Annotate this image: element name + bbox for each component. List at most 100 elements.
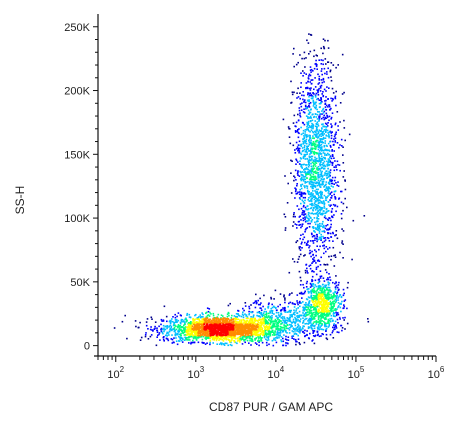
data-point <box>274 339 277 341</box>
data-point <box>308 169 311 172</box>
data-point <box>229 302 231 305</box>
data-point <box>201 328 203 331</box>
data-point <box>325 130 327 132</box>
data-point <box>289 293 291 295</box>
data-point <box>213 339 215 341</box>
data-point <box>315 285 318 288</box>
data-point <box>158 333 160 336</box>
data-point <box>249 328 252 330</box>
data-point <box>311 142 313 145</box>
data-point <box>280 316 283 319</box>
data-point <box>257 340 259 342</box>
data-point <box>302 292 305 295</box>
data-point <box>325 300 327 302</box>
data-point <box>321 180 324 183</box>
data-point <box>323 286 325 288</box>
data-point <box>314 161 317 164</box>
data-point <box>295 308 298 310</box>
data-point <box>292 258 294 260</box>
data-point <box>235 332 238 335</box>
data-point <box>288 136 291 138</box>
data-point <box>343 300 346 302</box>
data-point <box>309 134 311 137</box>
data-point <box>313 160 315 163</box>
data-point <box>342 202 345 205</box>
data-point <box>246 332 248 334</box>
data-point <box>191 325 194 327</box>
data-point <box>325 134 327 137</box>
data-point <box>329 333 332 336</box>
data-point <box>191 331 194 334</box>
data-point <box>298 191 301 193</box>
data-point <box>252 316 254 318</box>
data-point <box>311 212 313 214</box>
data-point <box>321 73 323 76</box>
data-point <box>327 326 330 328</box>
data-point <box>219 318 221 321</box>
data-point <box>163 330 165 333</box>
data-point <box>121 320 124 323</box>
data-point <box>312 206 315 209</box>
data-point <box>309 74 312 77</box>
data-point <box>309 92 312 94</box>
data-point <box>264 316 266 319</box>
data-point <box>314 130 316 133</box>
data-point <box>311 313 314 316</box>
data-point <box>301 241 303 244</box>
data-point <box>150 326 152 328</box>
data-point <box>297 191 299 194</box>
data-point <box>323 203 326 206</box>
data-point <box>316 89 319 91</box>
data-point <box>227 344 229 347</box>
data-point <box>265 313 268 316</box>
data-point <box>299 92 301 94</box>
data-point <box>253 332 255 335</box>
data-point <box>316 167 318 169</box>
data-point <box>252 322 255 325</box>
data-point <box>246 339 249 342</box>
data-point <box>235 328 238 331</box>
data-point <box>334 141 337 143</box>
data-point <box>334 308 337 310</box>
data-point <box>272 334 274 336</box>
data-point <box>312 226 315 228</box>
data-point <box>320 194 323 197</box>
data-point <box>220 334 223 337</box>
data-point <box>316 205 319 207</box>
data-point <box>304 168 306 170</box>
data-point <box>232 336 235 339</box>
data-point <box>191 333 193 335</box>
data-point <box>265 324 268 327</box>
data-point <box>250 321 253 324</box>
data-point <box>334 122 337 125</box>
data-point <box>332 98 334 101</box>
data-point <box>297 161 299 163</box>
data-point <box>300 184 302 186</box>
data-point <box>289 318 291 321</box>
data-point <box>319 275 322 278</box>
data-point <box>241 313 244 316</box>
data-point <box>266 322 268 324</box>
data-point <box>321 191 323 194</box>
data-point <box>228 331 230 334</box>
data-point <box>252 328 254 331</box>
data-point <box>317 137 319 139</box>
data-point <box>312 287 315 290</box>
data-point <box>269 325 271 328</box>
data-point <box>280 309 282 312</box>
data-point <box>329 169 332 171</box>
data-point <box>283 317 286 320</box>
data-point <box>322 277 325 279</box>
data-point <box>302 196 305 199</box>
data-point <box>321 127 323 129</box>
data-point <box>243 309 245 312</box>
data-point <box>297 87 299 90</box>
data-point <box>317 144 319 146</box>
data-point <box>230 323 233 326</box>
data-point <box>220 331 223 334</box>
data-point <box>304 199 306 202</box>
data-point <box>285 325 287 327</box>
data-point <box>327 281 329 283</box>
data-point <box>327 149 329 152</box>
data-point <box>334 160 336 162</box>
